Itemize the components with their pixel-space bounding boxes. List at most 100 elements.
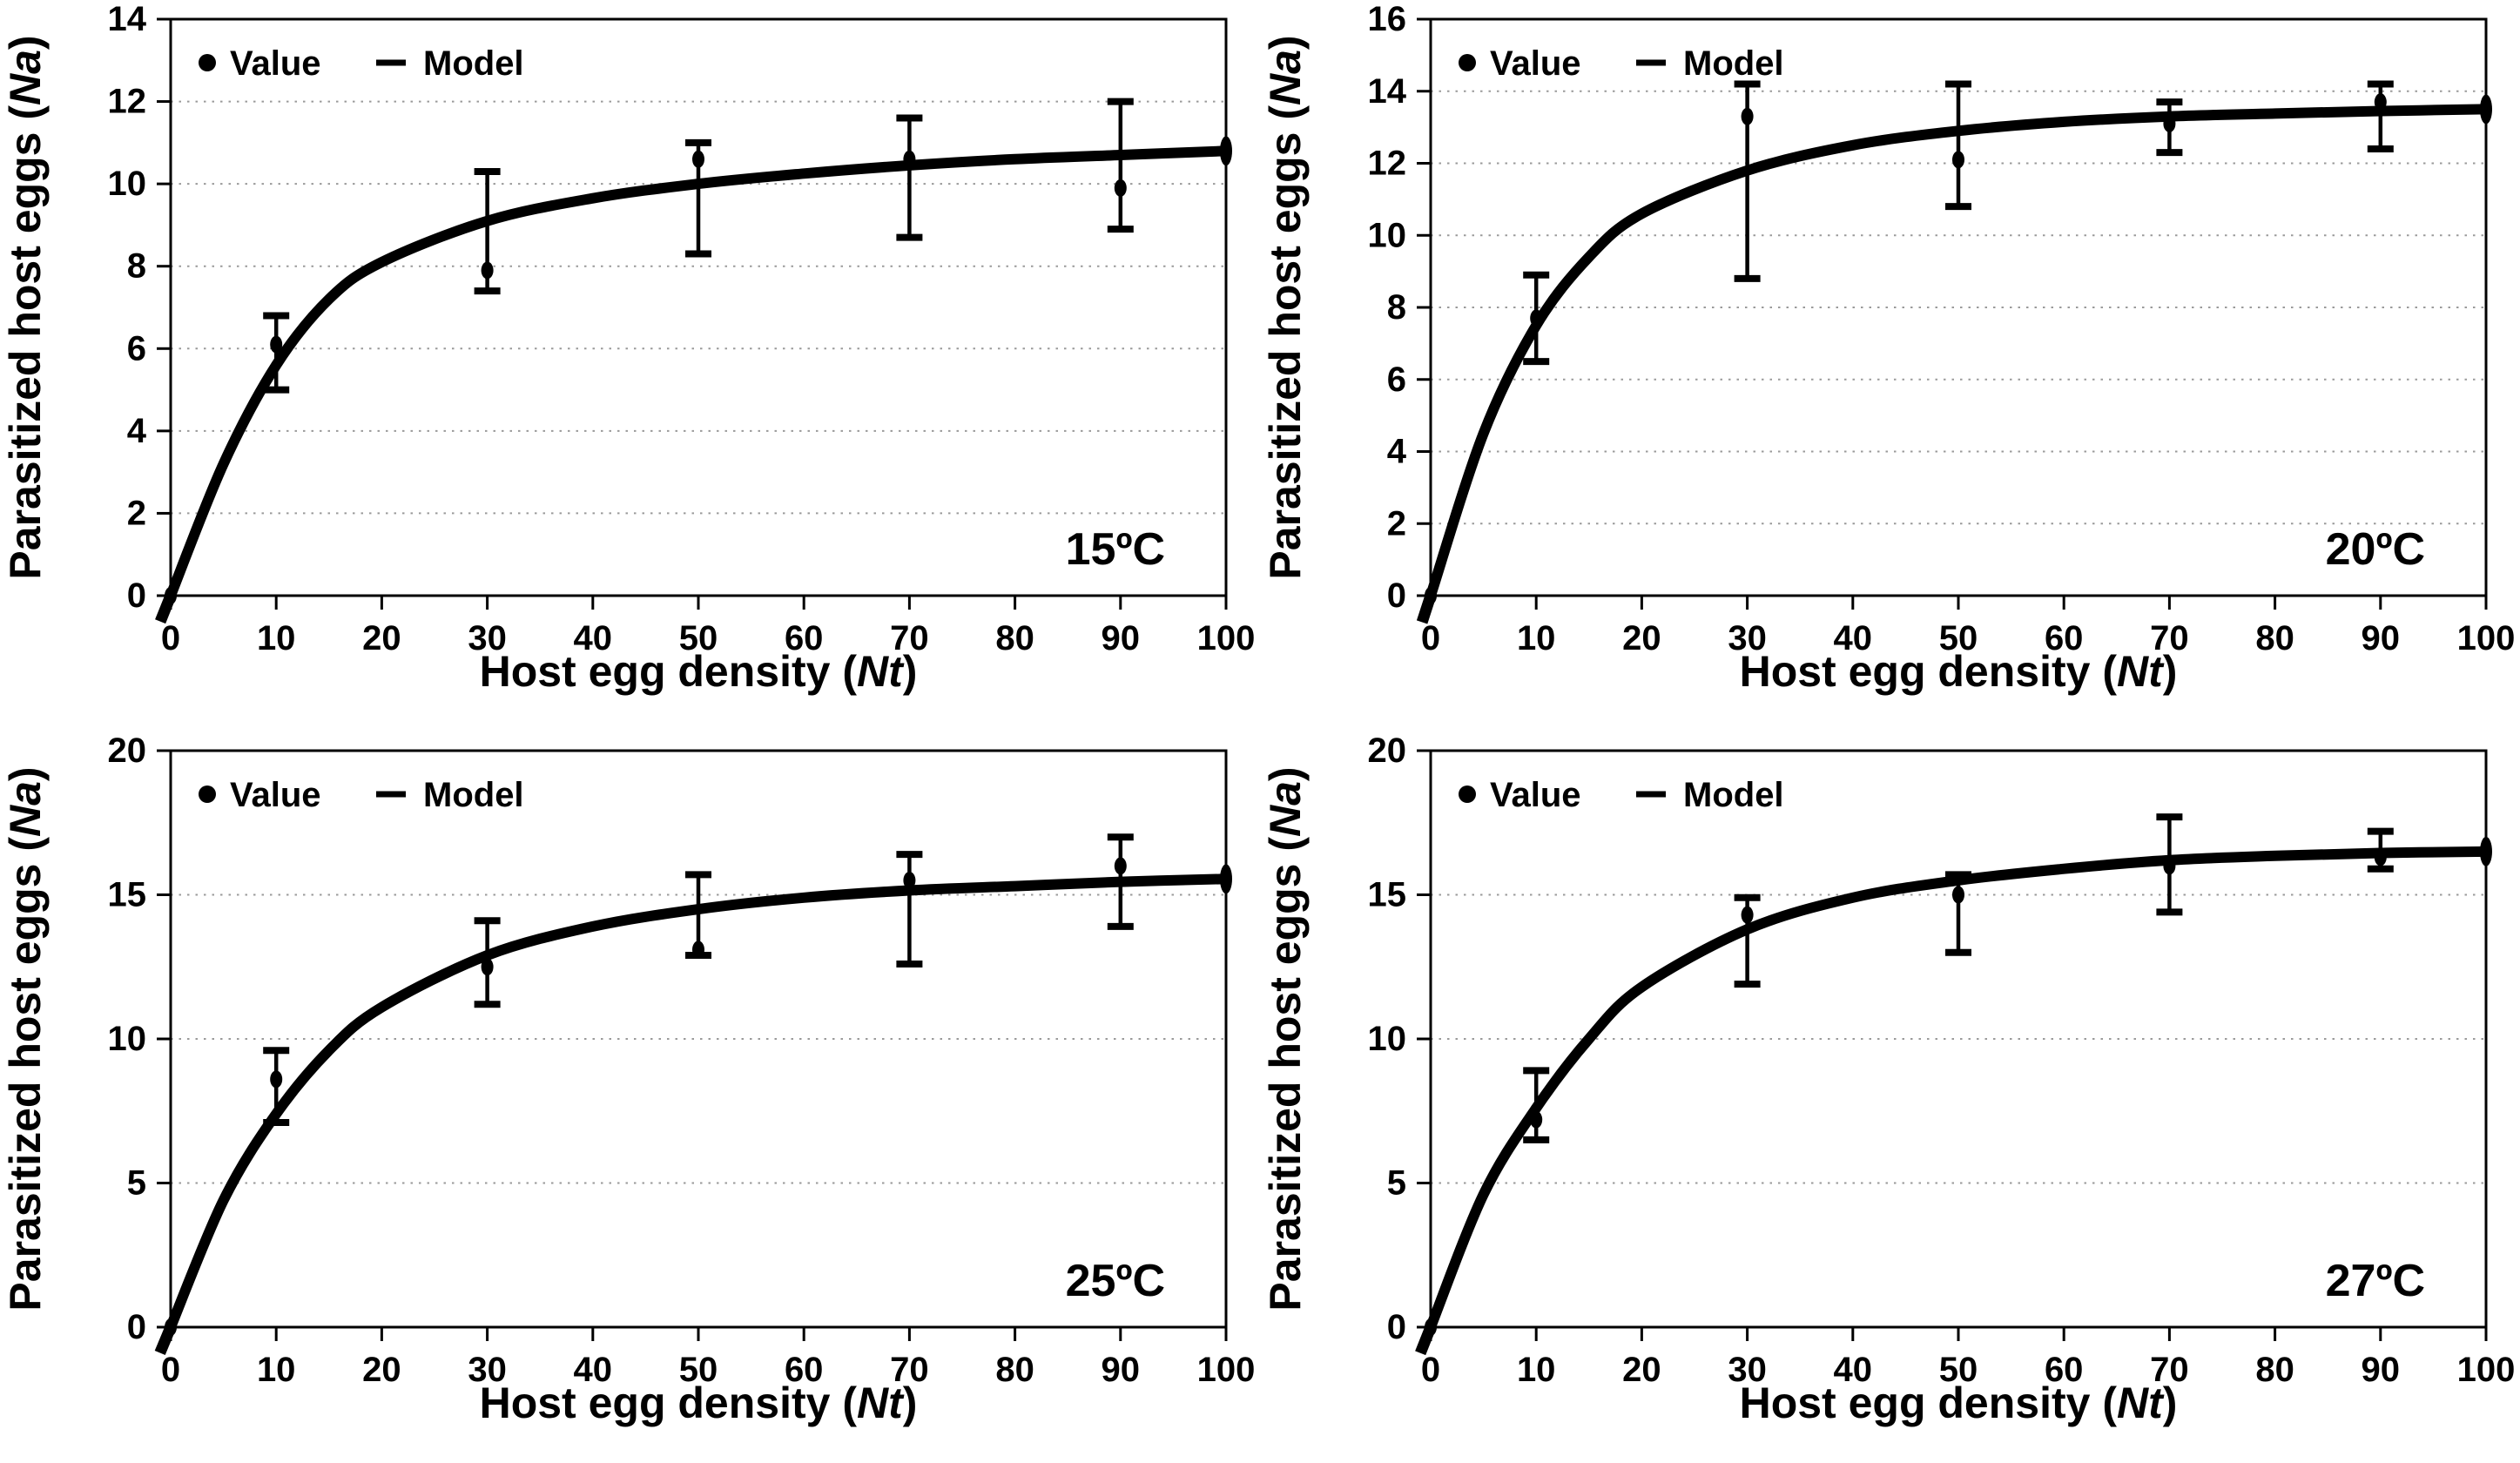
model-curve-end-cap: [2480, 836, 2492, 866]
x-tick-label: 90: [2362, 619, 2401, 657]
x-tick-label: 0: [161, 1351, 180, 1389]
x-tick-label: 60: [2045, 1351, 2084, 1389]
y-tick-label: 20: [1368, 732, 1407, 770]
data-point: [1425, 1318, 1437, 1336]
x-tick-label: 30: [468, 619, 507, 657]
data-point: [2374, 93, 2387, 111]
data-point: [1425, 587, 1437, 604]
y-tick-label: 10: [108, 165, 147, 203]
x-tick-label: 80: [2255, 1351, 2294, 1389]
x-tick-label: 70: [890, 1351, 929, 1389]
x-tick-label: 80: [995, 1351, 1034, 1389]
model-curve: [1425, 104, 2487, 597]
legend-value-label: Value: [230, 776, 321, 814]
x-axis-title: Host egg density (Nt): [1740, 647, 2178, 696]
legend-value-marker-icon: [1459, 785, 1476, 803]
chart-panel-15c: 0 2 4 6 8 10 12 14 0 10 20 30 40 50 60 70 80 90 100 Value Mo…: [0, 0, 1260, 732]
y-tick-label: 4: [127, 412, 147, 450]
legend-model-label: Model: [1683, 776, 1784, 814]
legend-model-label: Model: [423, 776, 524, 814]
legend-value-marker-icon: [199, 785, 216, 803]
x-tick-label: 50: [1939, 1351, 1978, 1389]
x-tick-label: 30: [1728, 619, 1767, 657]
chart-panel-25c: 0 5 10 15 20 0 10 20 30 40 50 60 70 80 90 100 Value Model…: [0, 732, 1260, 1463]
x-tick-label: 0: [1421, 1351, 1440, 1389]
legend-value-label: Value: [1490, 776, 1581, 814]
data-point: [1741, 906, 1754, 924]
x-tick-label: 60: [2045, 619, 2084, 657]
data-point: [2163, 857, 2176, 875]
y-axis-title: Parasitized host eggs (Na): [1261, 766, 1310, 1311]
x-tick-label: 30: [1728, 1351, 1767, 1389]
data-point: [1741, 107, 1754, 125]
y-tick-label: 8: [127, 247, 146, 286]
legend-value-label: Value: [230, 44, 321, 83]
y-tick-label: 14: [108, 0, 147, 38]
data-point: [1530, 1110, 1543, 1129]
y-axis-title: Parasitized host eggs (Na): [1261, 35, 1310, 579]
x-tick-label: 0: [1421, 619, 1440, 657]
data-point: [692, 150, 704, 168]
data-point: [1114, 179, 1127, 197]
y-tick-label: 12: [1368, 145, 1407, 183]
data-point: [1952, 886, 1964, 904]
legend-model-label: Model: [423, 44, 524, 83]
y-axis-title: Parasitized host eggs (Na): [1, 766, 50, 1311]
chart-panel-20c: 0 2 4 6 8 10 12 14 16 0 10 20 30 40 50 60 70 80 90 100 Value…: [1260, 0, 2520, 732]
y-tick-label: 10: [1368, 216, 1407, 254]
x-tick-label: 20: [1622, 619, 1661, 657]
chart-15ºC: 0 2 4 6 8 10 12 14 0 10 20 30 40 50 60 70 80 90 100 Value Mo…: [1, 0, 1256, 696]
x-tick-label: 100: [2457, 619, 2516, 657]
data-point: [481, 958, 494, 976]
y-tick-label: 0: [1387, 576, 1406, 615]
data-point: [1114, 857, 1127, 875]
x-tick-label: 40: [1834, 619, 1873, 657]
x-tick-label: 50: [1939, 619, 1978, 657]
model-curve: [165, 145, 1227, 598]
data-point: [481, 261, 494, 280]
temperature-label: 25ºC: [1066, 1256, 1165, 1306]
y-tick-label: 0: [127, 1308, 146, 1346]
data-point: [270, 335, 283, 354]
data-point: [2374, 848, 2387, 866]
x-tick-label: 40: [1834, 1351, 1873, 1389]
x-tick-label: 20: [362, 619, 401, 657]
data-point: [270, 1070, 283, 1089]
x-tick-label: 70: [2150, 619, 2189, 657]
legend-value-marker-icon: [1459, 54, 1476, 71]
y-tick-label: 0: [127, 576, 146, 615]
x-tick-label: 100: [1197, 619, 1256, 657]
data-point: [903, 150, 916, 168]
y-tick-label: 14: [1368, 72, 1407, 111]
y-tick-label: 5: [1387, 1164, 1406, 1203]
x-tick-label: 10: [257, 619, 296, 657]
x-tick-label: 10: [1517, 1351, 1556, 1389]
data-point: [165, 1318, 177, 1336]
x-tick-label: 30: [468, 1351, 507, 1389]
x-tick-label: 0: [161, 619, 180, 657]
y-tick-label: 5: [127, 1164, 146, 1203]
x-tick-label: 90: [2362, 1351, 2401, 1389]
data-point: [692, 940, 704, 959]
y-tick-label: 12: [108, 83, 147, 121]
x-tick-label: 20: [362, 1351, 401, 1389]
y-tick-label: 8: [1387, 288, 1406, 327]
y-tick-label: 6: [127, 329, 146, 367]
y-tick-label: 16: [1368, 0, 1407, 38]
legend-model-label: Model: [1683, 44, 1784, 83]
y-tick-label: 20: [108, 732, 147, 770]
x-tick-label: 60: [785, 1351, 824, 1389]
x-tick-label: 90: [1102, 619, 1141, 657]
x-tick-label: 40: [574, 619, 613, 657]
x-axis-title: Host egg density (Nt): [480, 1379, 918, 1427]
data-point: [903, 871, 916, 889]
model-curve-end-cap: [2480, 94, 2492, 125]
data-point: [2163, 114, 2176, 132]
x-tick-label: 20: [1622, 1351, 1661, 1389]
model-curve-end-cap: [1220, 864, 1232, 894]
temperature-label: 27ºC: [2326, 1256, 2425, 1306]
x-tick-label: 50: [679, 619, 718, 657]
data-point: [1530, 309, 1543, 327]
x-axis-title: Host egg density (Nt): [480, 647, 918, 696]
